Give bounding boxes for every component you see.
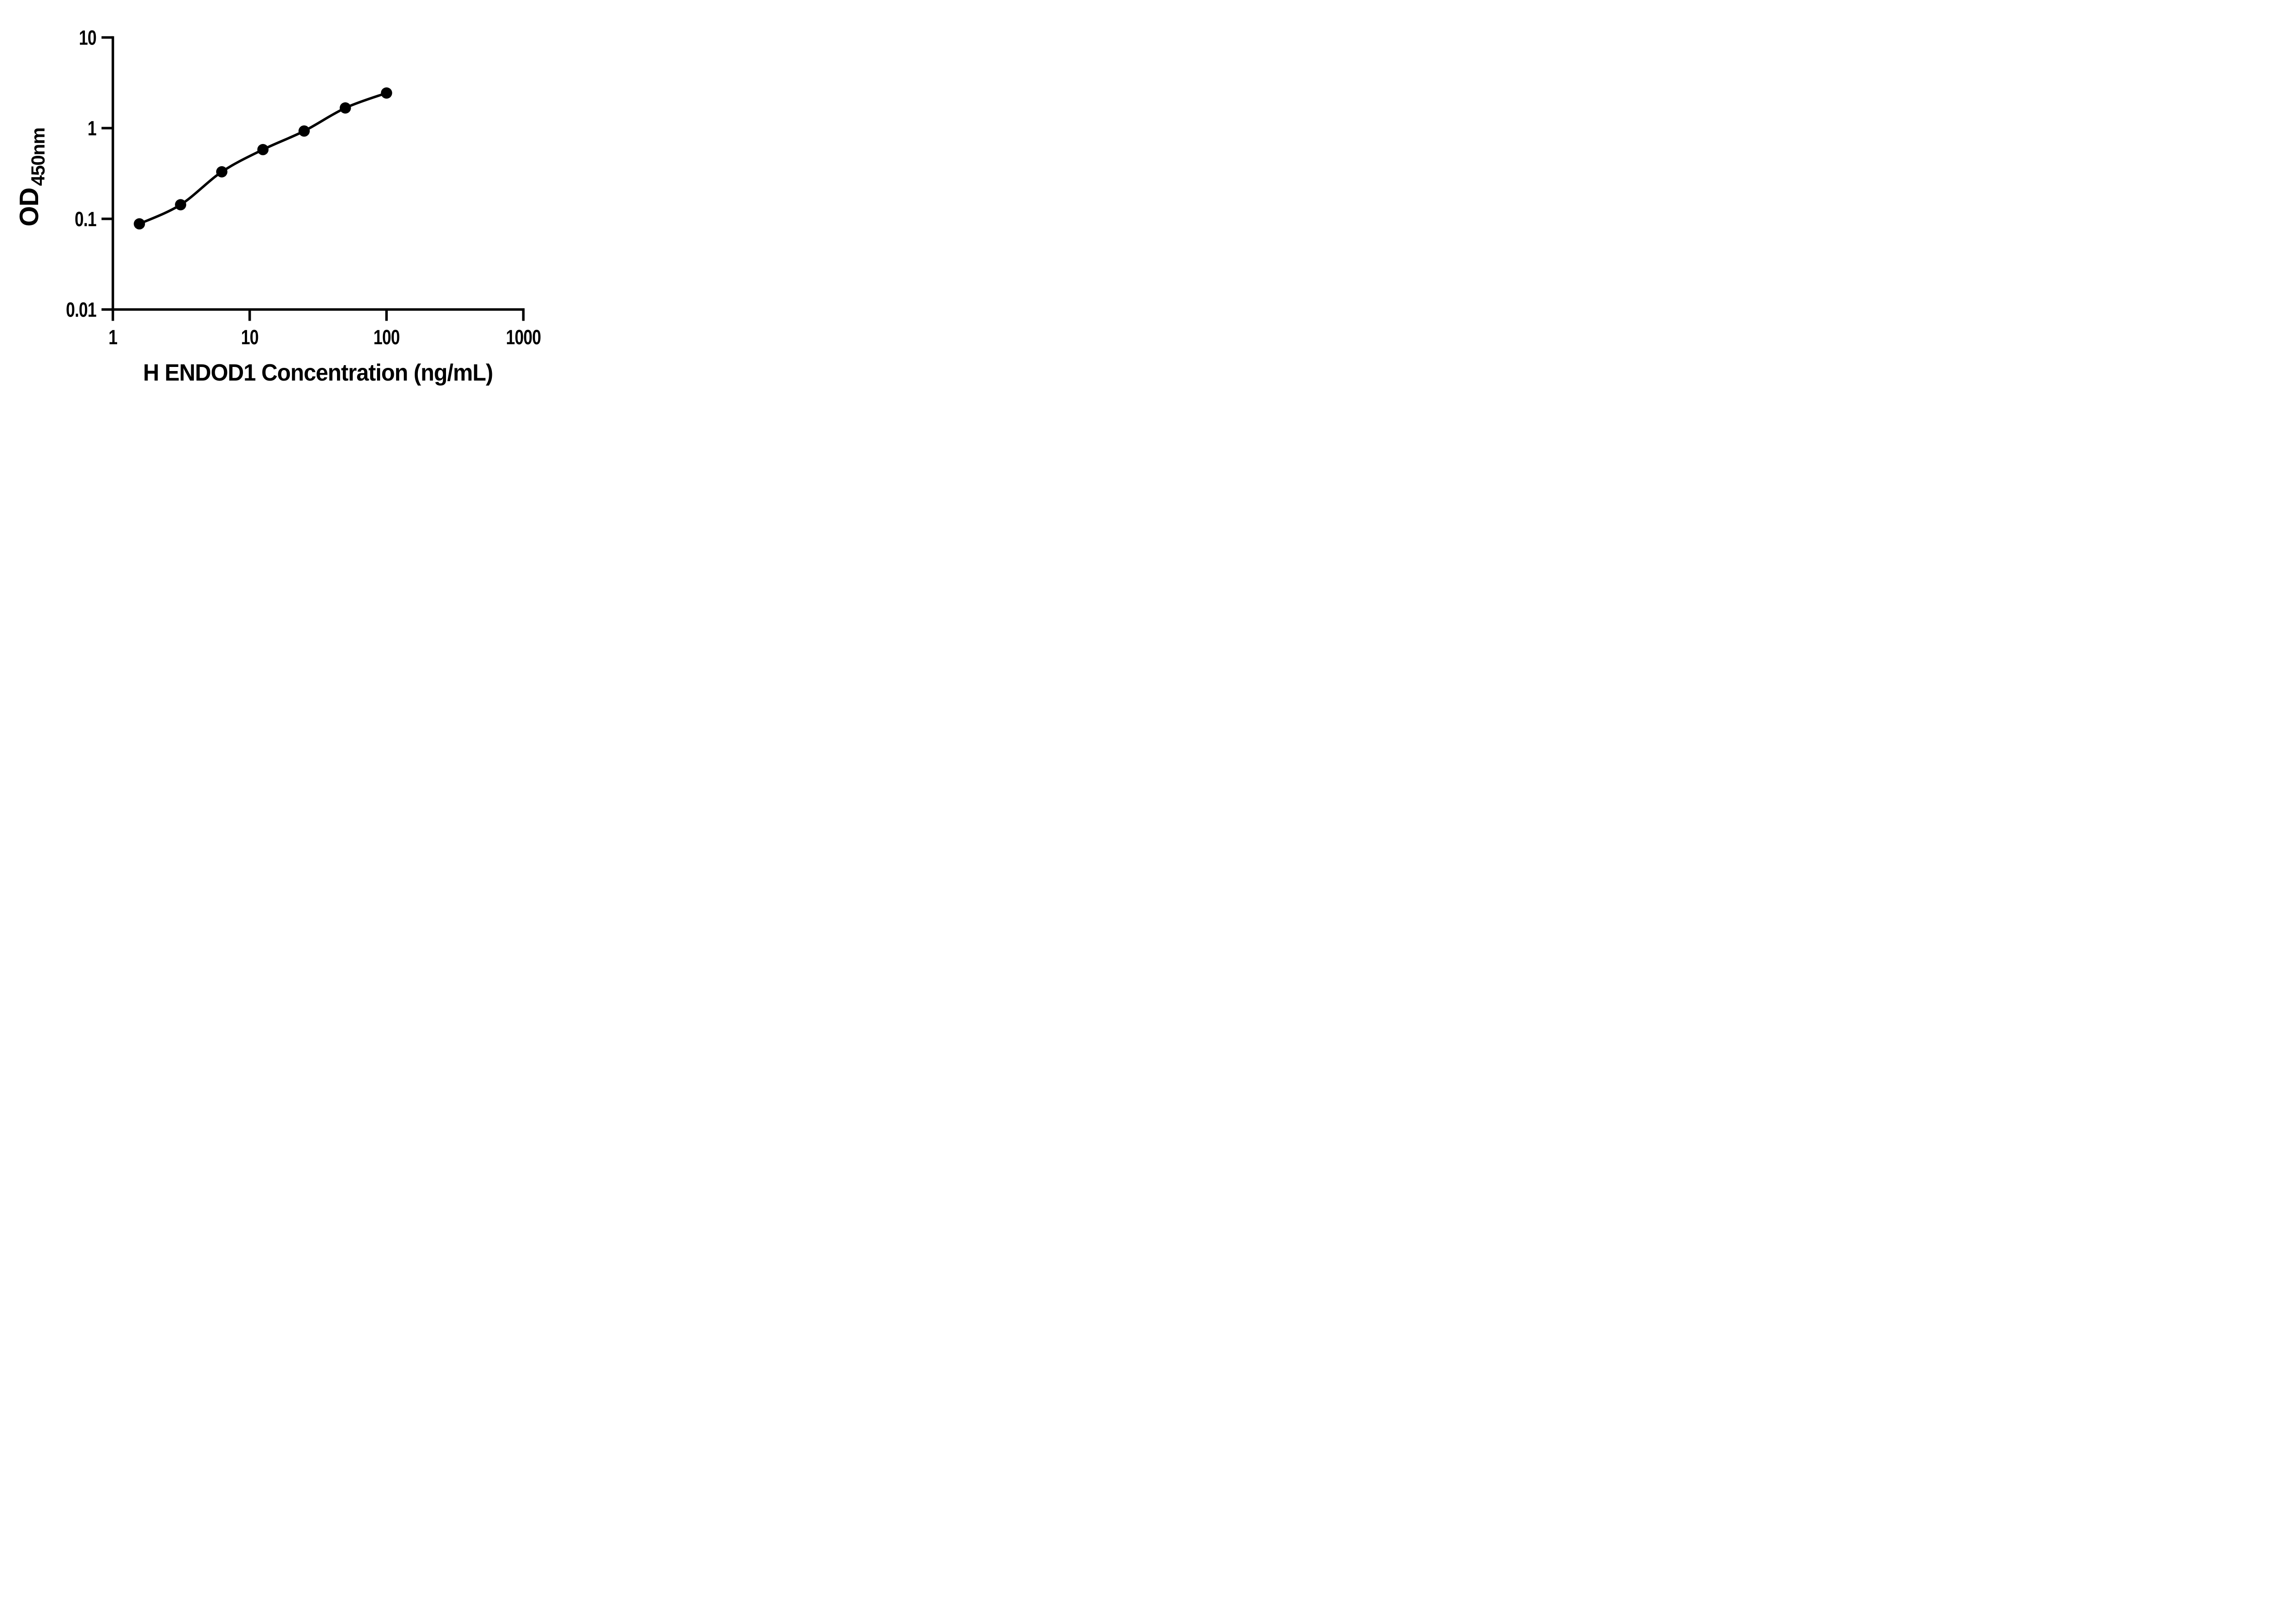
y-axis-title-main: OD [15, 188, 44, 227]
y-tick-label-1: 1 [88, 117, 96, 140]
x-tick-label-1000: 1000 [506, 326, 541, 349]
y-axis-title: OD 450nm [15, 128, 49, 227]
y-axis-title-subscript: 450nm [27, 128, 49, 186]
y-tick-label-group-2: 1 [88, 117, 97, 140]
y-tick-label-0.01: 0.01 [66, 298, 96, 322]
elisa-standard-curve-figure: 0.01 0.1 1 10 1 10 100 1000 H ENDOD1 Concentrat… [0, 0, 587, 406]
data-point-marker-0 [134, 218, 145, 230]
data-point-marker-5 [339, 102, 351, 114]
y-tick-label-group-0: 0.01 [66, 298, 97, 322]
standard-curve-chart: 0.01 0.1 1 10 1 10 100 1000 H ENDOD1 Concentrat… [15, 26, 541, 386]
y-tick-label-group-1: 0.1 [74, 208, 97, 231]
y-tick-label-0.1: 0.1 [74, 208, 96, 231]
x-tick-label-10: 10 [241, 326, 258, 349]
x-tick-label-1: 1 [109, 326, 117, 349]
data-point-marker-6 [381, 87, 392, 99]
x-tick-label-group-2: 100 [373, 326, 400, 349]
x-tick-label-group-3: 1000 [506, 326, 541, 349]
x-tick-label-100: 100 [373, 326, 400, 349]
x-tick-label-group-1: 10 [241, 326, 259, 349]
x-axis-title: H ENDOD1 Concentration (ng/mL) [143, 359, 493, 386]
data-point-marker-1 [175, 199, 186, 211]
x-tick-label-group-0: 1 [109, 326, 118, 349]
plot-area: 0.01 0.1 1 10 1 10 100 1000 [66, 26, 541, 349]
data-point-marker-4 [298, 125, 310, 137]
data-point-marker-2 [216, 166, 228, 178]
x-axis-title-group: H ENDOD1 Concentration (ng/mL) [143, 359, 493, 386]
data-point-marker-3 [257, 144, 269, 155]
y-tick-label-group-3: 10 [79, 26, 97, 50]
y-tick-label-10: 10 [79, 26, 96, 50]
